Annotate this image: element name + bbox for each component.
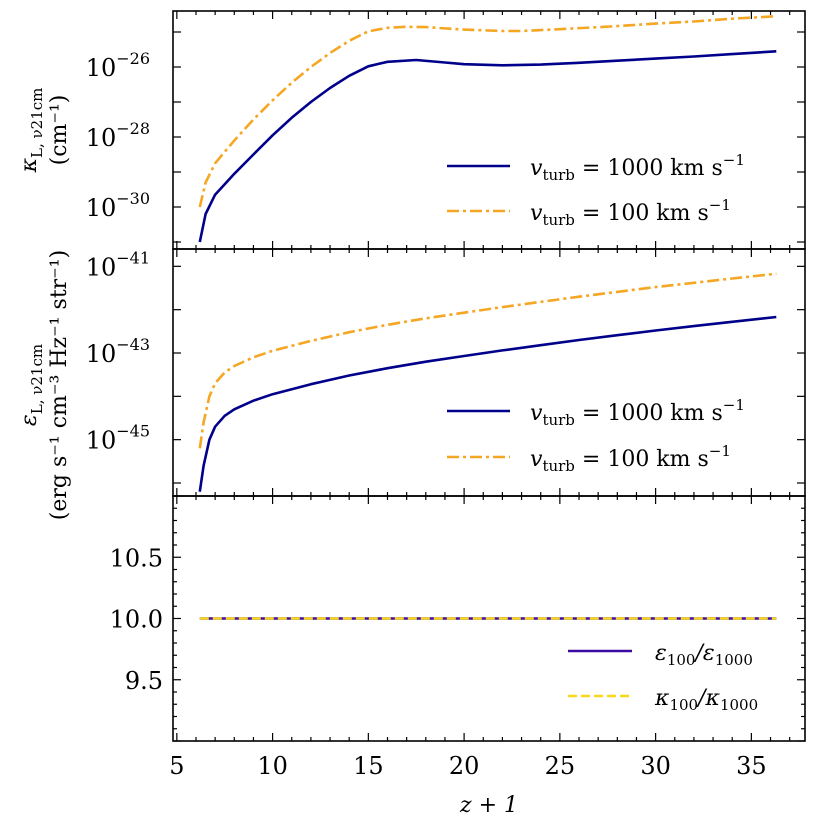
kappa-legend: vturb = 1000 km s−1 vturb = 100 km s−1 (447, 151, 745, 229)
epsilon-series-1 (198, 272, 777, 449)
ratio-panel: 10.5 10.0 9.5 5 10 15 20 25 30 35 ε100/ε1000 κ10… (110, 495, 806, 818)
kappa-series-0 (198, 50, 777, 243)
kappa-legend-label-100: vturb = 100 km s−1 (530, 196, 731, 229)
svg-text:εL, ν21cm: εL, ν21cm (17, 344, 46, 426)
epsilon-ylabel-units: (erg s⁻¹ cm⁻³ Hz⁻¹ str⁻¹) (47, 250, 72, 520)
ratio-ytick-label: 10.5 (110, 544, 163, 572)
ratio-ytick-label: 10.0 (110, 606, 163, 634)
svg-text:κL, ν21cm: κL, ν21cm (17, 88, 46, 174)
kappa-ytick-label: 10−30 (86, 189, 150, 222)
epsilon-legend: vturb = 1000 km s−1 vturb = 100 km s−1 (447, 396, 745, 475)
kappa-ylabel: κL, ν21cm (cm⁻¹) (17, 88, 72, 174)
epsilon-ytick-label: 10−43 (86, 335, 150, 368)
xtick-label: 35 (736, 752, 767, 780)
ratio-panel-frame (172, 495, 806, 742)
xtick-label: 20 (449, 752, 480, 780)
ratio-legend: ε100/ε1000 κ100/κ1000 (568, 641, 758, 714)
epsilon-legend-label-100: vturb = 100 km s−1 (530, 442, 731, 475)
kappa-ylabel-symbol: κ (17, 157, 42, 173)
xtick-label: 5 (169, 752, 184, 780)
epsilon-ytick-label: 10−45 (86, 422, 150, 455)
xtick-label: 10 (257, 752, 288, 780)
kappa-panel: 10−26 10−28 10−30 κL, ν21cm (cm⁻¹) vturb =… (17, 10, 806, 250)
epsilon-ylabel-subscript: L, ν21cm (28, 344, 46, 414)
kappa-series-1 (198, 15, 777, 208)
epsilon-ylabel-symbol: ε (17, 414, 42, 426)
epsilon-series-0 (198, 315, 777, 492)
kappa-ytick-label: 10−26 (86, 49, 150, 82)
xtick-label: 30 (640, 752, 671, 780)
xtick-label: 15 (353, 752, 384, 780)
epsilon-panel: 10−41 10−43 10−45 εL, ν21cm (erg s⁻¹ cm⁻³ … (17, 248, 806, 520)
kappa-ytick-label: 10−28 (86, 119, 150, 152)
xtick-label: 25 (545, 752, 576, 780)
kappa-ylabel-subscript: L, ν21cm (28, 88, 46, 158)
x-axis-label: z + 1 (459, 793, 518, 818)
epsilon-ytick-label: 10−41 (86, 248, 150, 281)
epsilon-ylabel: εL, ν21cm (erg s⁻¹ cm⁻³ Hz⁻¹ str⁻¹) (17, 250, 72, 520)
kappa-ylabel-units: (cm⁻¹) (47, 95, 72, 166)
epsilon-legend-label-1000: vturb = 1000 km s−1 (530, 396, 745, 429)
ratio-ytick-label: 9.5 (125, 667, 163, 695)
ratio-legend-label-epsilon: ε100/ε1000 (655, 641, 753, 669)
kappa-legend-label-1000: vturb = 1000 km s−1 (530, 151, 745, 184)
ratio-legend-label-kappa: κ100/κ1000 (654, 686, 758, 714)
